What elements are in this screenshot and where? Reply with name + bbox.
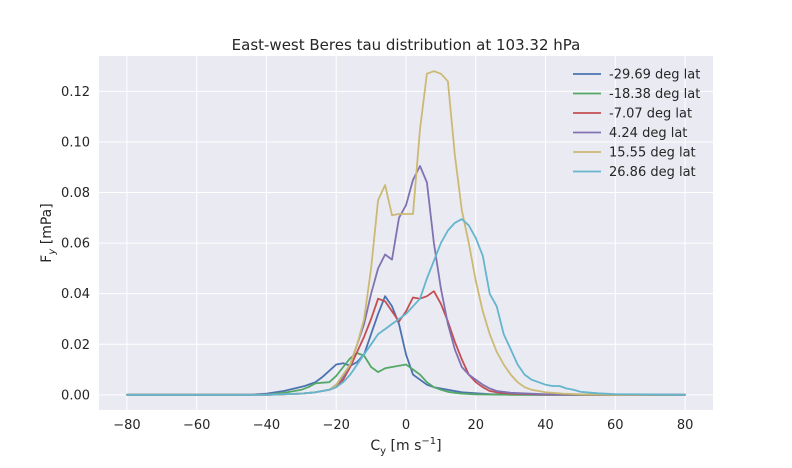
y-axis-label-sub: y [47,248,58,256]
x-tick-label: 20 [467,418,484,433]
x-tick-label: 80 [677,418,694,433]
x-axis-label: Cy [m s−1] [370,436,441,457]
legend-label: -7.07 deg lat [609,107,692,122]
legend-label: -29.69 deg lat [609,68,700,83]
x-axis-label-close: ] [436,438,441,454]
y-tick-label: 0.00 [61,388,90,403]
x-tick-label: 60 [607,418,624,433]
series-line [126,295,686,396]
x-axis-label-sub: y [380,446,386,457]
x-tick-label: −80 [113,418,140,433]
y-tick-label: 0.10 [61,135,90,150]
x-tick-label: −60 [183,418,210,433]
y-axis-ticks: 0.00 0.02 0.04 0.06 0.08 0.10 0.12 [61,85,90,403]
series-line [126,352,686,396]
x-axis-ticks: −80 −60 −40 −20 0 20 40 60 80 [113,418,693,433]
x-axis-label-units: [m s [386,438,421,454]
x-axis-label-sup: −1 [421,436,436,447]
y-tick-label: 0.04 [61,287,90,302]
legend-label: -18.38 deg lat [609,87,700,102]
x-tick-label: −40 [253,418,280,433]
y-tick-label: 0.02 [61,338,90,353]
chart-title: East-west Beres tau distribution at 103.… [232,36,581,54]
legend: -29.69 deg lat -18.38 deg lat -7.07 deg la… [573,68,700,180]
x-tick-label: 40 [537,418,554,433]
legend-label: 26.86 deg lat [609,165,696,180]
series-line [126,218,686,396]
y-tick-label: 0.12 [61,85,90,100]
legend-label: 4.24 deg lat [609,126,687,141]
y-axis-label: Fy [mPa] [39,203,58,262]
series-group [126,70,686,396]
x-tick-label: −20 [323,418,350,433]
y-axis-label-units: [mPa] [39,203,55,248]
series-line [126,70,686,396]
y-axis-label-main: F [39,255,55,263]
y-tick-label: 0.08 [61,186,90,201]
legend-label: 15.55 deg lat [609,146,696,161]
x-axis-label-main: C [370,438,380,454]
x-tick-label: 0 [402,418,410,433]
y-tick-label: 0.06 [61,237,90,252]
